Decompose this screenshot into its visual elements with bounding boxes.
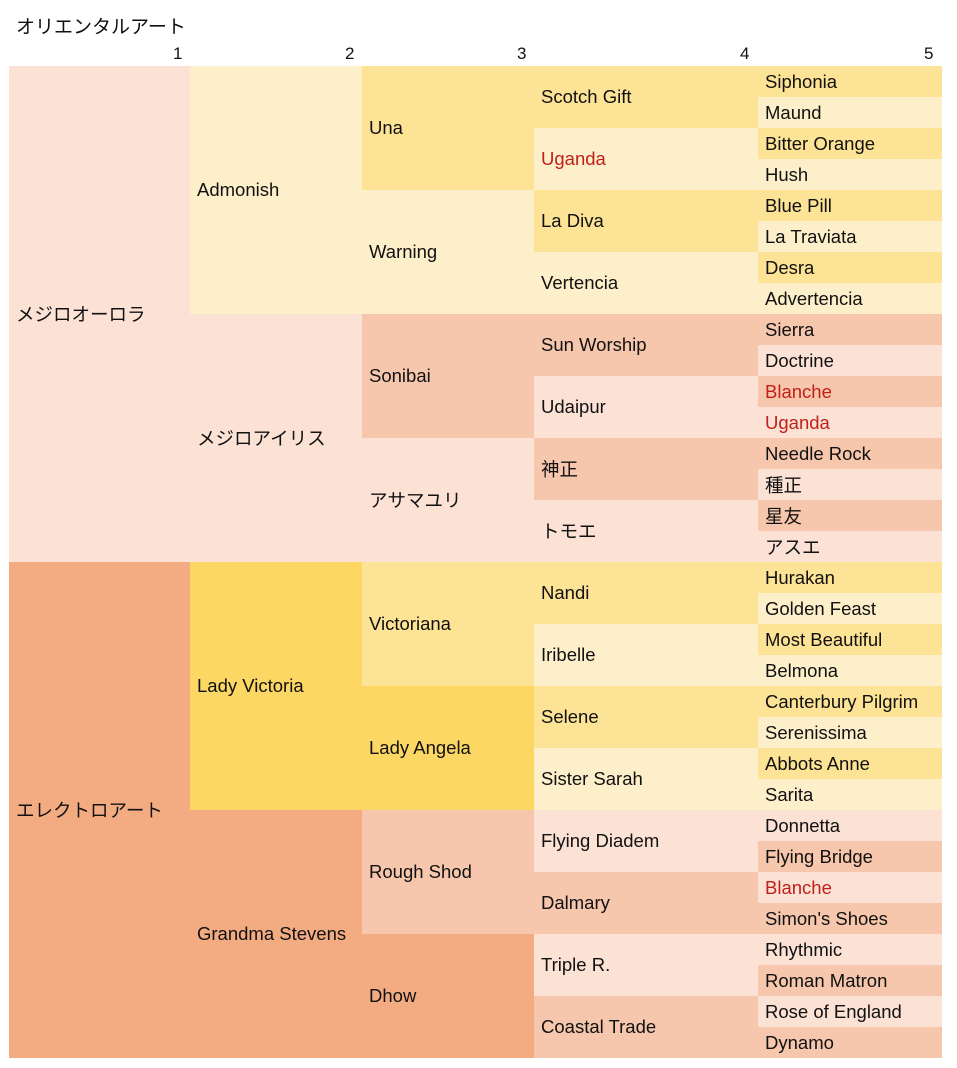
- pedigree-cell-gen5: アスエ: [758, 531, 942, 562]
- pedigree-cell-gen4: Nandi: [534, 562, 758, 624]
- pedigree-cell-gen5: Advertencia: [758, 283, 942, 314]
- pedigree-cell-gen4: Selene: [534, 686, 758, 748]
- pedigree-cell-gen4: Udaipur: [534, 376, 758, 438]
- pedigree-cell-gen5: Blanche: [758, 376, 942, 407]
- pedigree-cell-gen3: Una: [362, 66, 534, 190]
- pedigree-cell-gen5: Maund: [758, 97, 942, 128]
- pedigree-cell-gen5: Golden Feast: [758, 593, 942, 624]
- pedigree-cell-gen5: Desra: [758, 252, 942, 283]
- pedigree-cell-gen3: Victoriana: [362, 562, 534, 686]
- pedigree-cell-gen5: 星友: [758, 500, 942, 531]
- pedigree-cell-gen5: Needle Rock: [758, 438, 942, 469]
- pedigree-cell-gen5: Most Beautiful: [758, 624, 942, 655]
- pedigree-cell-gen4: Dalmary: [534, 872, 758, 934]
- pedigree-cell-gen2: Admonish: [190, 66, 362, 314]
- pedigree-cell-gen5: Roman Matron: [758, 965, 942, 996]
- pedigree-cell-gen4: Triple R.: [534, 934, 758, 996]
- pedigree-cell-gen3: アサマユリ: [362, 438, 534, 562]
- page-title: オリエンタルアート: [16, 17, 186, 38]
- pedigree-cell-gen5: Rose of England: [758, 996, 942, 1027]
- pedigree-cell-gen3: Rough Shod: [362, 810, 534, 934]
- pedigree-cell-gen5: Belmona: [758, 655, 942, 686]
- pedigree-cell-gen5: Dynamo: [758, 1027, 942, 1058]
- pedigree-grid: メジロオーロラ Admonish Una Scotch Gift Siphonia Mau…: [9, 66, 942, 1058]
- pedigree-cell-gen5: Sarita: [758, 779, 942, 810]
- pedigree-cell-gen5: Rhythmic: [758, 934, 942, 965]
- pedigree-cell-gen4: 神正: [534, 438, 758, 500]
- pedigree-cell-gen5: Bitter Orange: [758, 128, 942, 159]
- pedigree-cell-gen5: Abbots Anne: [758, 748, 942, 779]
- pedigree-cell-gen5: Hush: [758, 159, 942, 190]
- pedigree-cell-gen3: Lady Angela: [362, 686, 534, 810]
- pedigree-cell-gen4: Uganda: [534, 128, 758, 190]
- pedigree-cell-gen4: トモエ: [534, 500, 758, 562]
- pedigree-cell-gen2: Lady Victoria: [190, 562, 362, 810]
- pedigree-cell-gen5: Doctrine: [758, 345, 942, 376]
- pedigree-cell-gen3: Dhow: [362, 934, 534, 1058]
- pedigree-cell-gen4: Sun Worship: [534, 314, 758, 376]
- pedigree-cell-gen5: Blanche: [758, 872, 942, 903]
- pedigree-cell-gen4: Vertencia: [534, 252, 758, 314]
- generation-header-1: 1: [173, 44, 183, 63]
- pedigree-cell-gen5: 種正: [758, 469, 942, 500]
- pedigree-cell-gen5: Siphonia: [758, 66, 942, 97]
- pedigree-cell-gen2: Grandma Stevens: [190, 810, 362, 1058]
- pedigree-cell-gen1: エレクトロアート: [9, 562, 190, 1058]
- generation-header-2: 2: [345, 44, 355, 63]
- pedigree-cell-gen1: メジロオーロラ: [9, 66, 190, 562]
- pedigree-cell-gen4: La Diva: [534, 190, 758, 252]
- pedigree-cell-gen5: Donnetta: [758, 810, 942, 841]
- pedigree-cell-gen4: Flying Diadem: [534, 810, 758, 872]
- pedigree-cell-gen3: Sonibai: [362, 314, 534, 438]
- pedigree-cell-gen5: Serenissima: [758, 717, 942, 748]
- pedigree-cell-gen5: Simon's Shoes: [758, 903, 942, 934]
- pedigree-cell-gen5: Canterbury Pilgrim: [758, 686, 942, 717]
- pedigree-cell-gen5: Flying Bridge: [758, 841, 942, 872]
- pedigree-cell-gen5: Blue Pill: [758, 190, 942, 221]
- generation-header-4: 4: [740, 44, 750, 63]
- pedigree-cell-gen2: メジロアイリス: [190, 314, 362, 562]
- pedigree-cell-gen4: Scotch Gift: [534, 66, 758, 128]
- pedigree-cell-gen4: Sister Sarah: [534, 748, 758, 810]
- pedigree-cell-gen3: Warning: [362, 190, 534, 314]
- generation-header-5: 5: [924, 44, 934, 63]
- pedigree-cell-gen5: Hurakan: [758, 562, 942, 593]
- pedigree-cell-gen5: Sierra: [758, 314, 942, 345]
- pedigree-cell-gen5: Uganda: [758, 407, 942, 438]
- pedigree-cell-gen4: Coastal Trade: [534, 996, 758, 1058]
- pedigree-cell-gen4: Iribelle: [534, 624, 758, 686]
- pedigree-cell-gen5: La Traviata: [758, 221, 942, 252]
- generation-header-3: 3: [517, 44, 527, 63]
